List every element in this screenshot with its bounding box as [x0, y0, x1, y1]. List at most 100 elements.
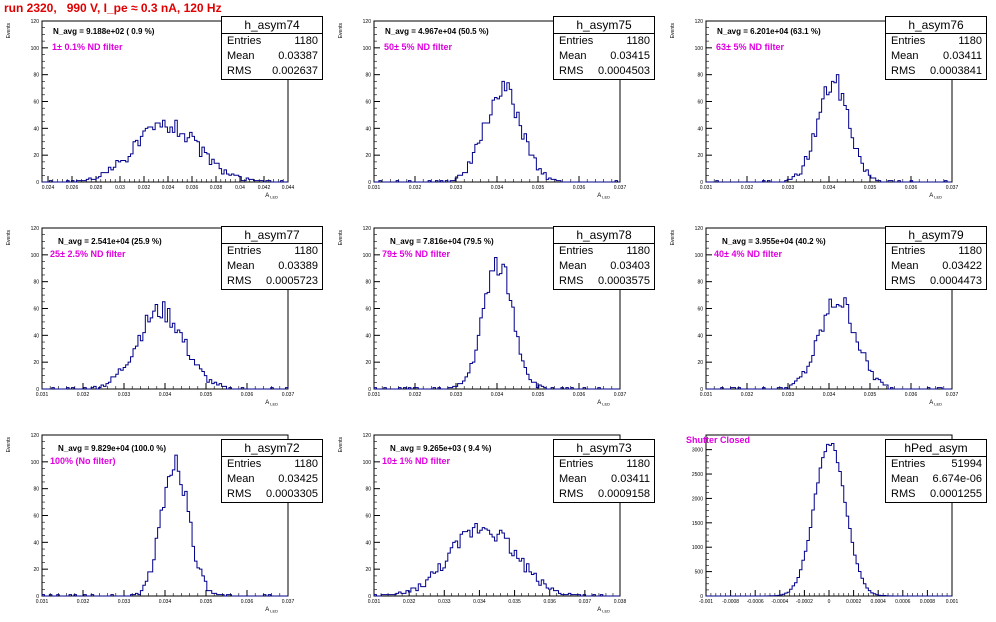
y-tick-label: 100	[695, 253, 704, 259]
stats-box: h_asym78 Entries 1180 Mean 0.03403 RMS 0.00035…	[553, 226, 655, 290]
stats-key: Mean	[227, 473, 255, 485]
y-tick-label: 80	[33, 487, 39, 493]
y-tick-label: 80	[33, 280, 39, 286]
stats-row: Mean 0.03425	[222, 472, 322, 487]
y-tick-label: 0	[700, 594, 703, 600]
y-tick-label: 40	[365, 126, 371, 132]
stats-value: 0.03415	[610, 50, 650, 62]
histogram-line	[42, 119, 288, 183]
n-avg-label: N_avg = 2.541e+04 (25.9 %)	[58, 237, 162, 246]
x-tick-label: 0.037	[614, 392, 627, 398]
stats-value: 6.674e-06	[932, 473, 982, 485]
filter-label: 1± 0.1% ND filter	[52, 42, 123, 52]
x-tick-label: 0.031	[368, 392, 381, 398]
histogram-panel: 0 20 40 60 80 100 120 0.031 0.032 0.033 0.034 0.035…	[332, 207, 664, 414]
filter-label: 63± 5% ND filter	[716, 42, 784, 52]
x-tick-label: 0.037	[579, 599, 592, 605]
stats-row: Entries 1180	[886, 244, 986, 259]
x-axis-title-main: A	[597, 607, 601, 613]
stats-box-title: h_asym77	[222, 227, 322, 244]
x-tick-label: 0.034	[159, 392, 172, 398]
y-tick-label: 120	[31, 226, 40, 232]
stats-key: Entries	[559, 458, 594, 470]
y-tick-label: 80	[365, 280, 371, 286]
x-axis-title-sub: LED	[270, 609, 278, 614]
x-tick-label: 0.038	[210, 185, 223, 191]
stats-row: Mean 6.674e-06	[886, 472, 986, 487]
x-axis-title: ALED	[597, 193, 610, 200]
x-tick-label: 0.03	[115, 185, 125, 191]
stats-value: 1180	[958, 35, 982, 47]
y-tick-label: 120	[695, 19, 704, 25]
x-axis-title: ALED	[265, 400, 278, 407]
x-axis-title: ALED	[597, 607, 610, 614]
x-tick-label: -0.0004	[771, 599, 788, 605]
stats-row: Entries 1180	[222, 244, 322, 259]
x-tick-label: 0.033	[118, 392, 131, 398]
x-tick-label: 0.035	[200, 392, 213, 398]
stats-key: Mean	[891, 473, 919, 485]
x-tick-label: 0.033	[118, 599, 131, 605]
stats-box: h_asym74 Entries 1180 Mean 0.03387 RMS 0.00263…	[221, 16, 323, 80]
stats-key: RMS	[891, 275, 916, 287]
stats-key: RMS	[559, 275, 584, 287]
y-tick-label: 100	[363, 253, 372, 259]
x-tick-label: 0.0002	[846, 599, 862, 605]
y-tick-label: 120	[31, 19, 40, 25]
stats-value: 0.0003575	[598, 275, 650, 287]
stats-key: Entries	[227, 35, 262, 47]
x-tick-label: 0.026	[66, 185, 79, 191]
stats-key: Entries	[559, 35, 594, 47]
x-tick-label: 0.037	[946, 392, 959, 398]
y-axis-title: Events	[338, 23, 344, 39]
stats-row: RMS 0.0004503	[554, 64, 654, 79]
y-tick-label: 20	[33, 153, 39, 159]
y-axis-title: Events	[670, 23, 676, 39]
histogram-line	[706, 442, 952, 597]
x-tick-label: 0.032	[77, 599, 90, 605]
x-axis-title-sub: LED	[602, 195, 610, 200]
x-axis-title-sub: LED	[934, 402, 942, 407]
x-tick-label: 0.031	[36, 392, 49, 398]
x-tick-label: -0.001	[699, 599, 713, 605]
stats-box-title: hPed_asym	[886, 440, 986, 457]
stats-value: 1180	[294, 35, 318, 47]
stats-box-title: h_asym76	[886, 17, 986, 34]
stats-row: Mean 0.03411	[886, 49, 986, 64]
x-tick-label: 0.001	[946, 599, 959, 605]
stats-value: 1180	[626, 245, 650, 257]
x-tick-label: 0.024	[42, 185, 55, 191]
stats-value: 1180	[294, 458, 318, 470]
x-tick-label: 0.034	[159, 599, 172, 605]
x-axis-title: ALED	[597, 400, 610, 407]
x-tick-label: 0.033	[782, 392, 795, 398]
y-tick-label: 0	[368, 387, 371, 393]
x-tick-label: 0.033	[450, 392, 463, 398]
stats-box-title: h_asym72	[222, 440, 322, 457]
y-axis-title: Events	[338, 437, 344, 453]
x-tick-label: 0.036	[905, 185, 918, 191]
x-tick-label: 0.037	[946, 185, 959, 191]
stats-box: hPed_asym Entries 51994 Mean 6.674e-06 RMS 0.0…	[885, 439, 987, 503]
y-tick-label: 120	[363, 226, 372, 232]
y-tick-label: 120	[363, 433, 372, 439]
histogram-plot: 0 20 40 60 80 100 120 0.031 0.032 0.033 0.034 0.035…	[6, 226, 294, 407]
histogram-line	[373, 257, 620, 390]
stats-box: h_asym77 Entries 1180 Mean 0.03389 RMS 0.00057…	[221, 226, 323, 290]
y-axis-title: Events	[670, 230, 676, 246]
x-tick-label: 0	[828, 599, 831, 605]
stats-value: 0.03422	[942, 260, 982, 272]
x-tick-label: 0.034	[823, 185, 836, 191]
n-avg-label: N_avg = 9.829e+04 (100.0 %)	[58, 444, 167, 453]
y-tick-label: 20	[365, 567, 371, 573]
x-axis-title-sub: LED	[602, 402, 610, 407]
stats-row: RMS 0.0009158	[554, 487, 654, 502]
stats-box-title: h_asym79	[886, 227, 986, 244]
stats-row: Mean 0.03403	[554, 259, 654, 274]
x-tick-label: -0.0006	[747, 599, 764, 605]
stats-box: h_asym73 Entries 1180 Mean 0.03411 RMS 0.00091…	[553, 439, 655, 503]
stats-value: 1180	[958, 245, 982, 257]
n-avg-label: N_avg = 3.955e+04 (40.2 %)	[722, 237, 826, 246]
x-axis-title-sub: LED	[602, 609, 610, 614]
stats-row: Entries 1180	[554, 244, 654, 259]
